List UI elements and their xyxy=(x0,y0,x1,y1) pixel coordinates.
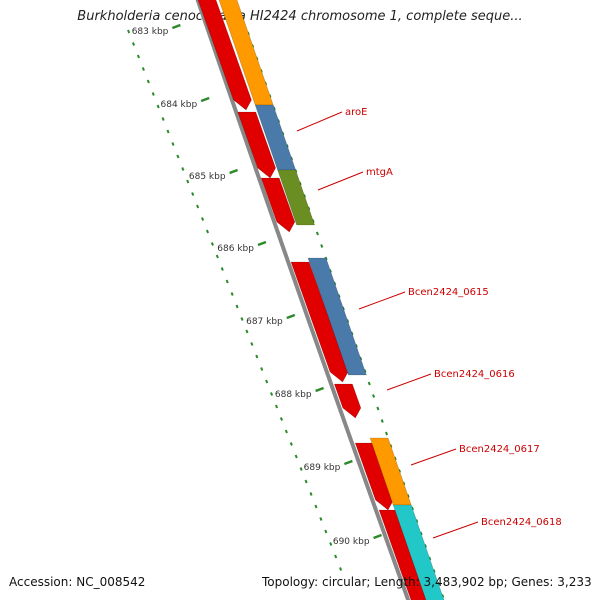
ruler-major-tick xyxy=(229,168,239,175)
cds-feature xyxy=(378,509,430,600)
feature-tracks xyxy=(197,0,445,600)
gene-label: Bcen2424_0617 xyxy=(459,444,540,455)
gene-leader-line xyxy=(358,291,406,310)
ruler-major-tick xyxy=(171,23,181,30)
gene-leader-line xyxy=(432,521,479,539)
gene-label: mtgA xyxy=(366,167,393,178)
ruler-tick-label: 686 kbp xyxy=(217,244,254,254)
ruler-major-tick xyxy=(200,96,210,103)
ruler-tick-label: 688 kbp xyxy=(275,390,312,400)
ruler-tick-label: 685 kbp xyxy=(189,172,226,182)
ruler-tick-label: 687 kbp xyxy=(246,317,283,327)
ruler-major-tick xyxy=(343,459,353,466)
ruler-tick-label: 690 kbp xyxy=(333,537,370,547)
gene-leader-line xyxy=(410,448,457,466)
gene-label: Bcen2424_0616 xyxy=(434,369,515,380)
map-title: Burkholderia cenocepacia HI2424 chromoso… xyxy=(77,9,523,24)
cds-feature xyxy=(260,177,296,233)
cds-feature-olive xyxy=(277,169,316,226)
cds-feature xyxy=(197,0,252,111)
ruler-tick-label: 684 kbp xyxy=(161,100,198,110)
cds-feature xyxy=(237,111,276,179)
cds-feature-blue xyxy=(307,257,367,376)
ruler-major-tick xyxy=(257,240,267,247)
topology-text: Topology: circular; Length: 3,483,902 bp… xyxy=(262,575,592,589)
ruler-major-tick xyxy=(315,386,325,393)
gene-leader-line xyxy=(386,373,432,391)
ruler-tick-label: 689 kbp xyxy=(304,463,341,473)
cds-feature xyxy=(354,442,394,511)
gene-labels: aroE mtgA Bcen2424_0615 Bcen2424_0616 Bcen24… xyxy=(296,107,562,539)
gene-label: Bcen2424_0615 xyxy=(408,287,489,298)
ruler-major-tick xyxy=(373,533,383,540)
genome-backbone xyxy=(195,0,411,600)
ruler: 683 kbp 684 kbp 685 kbp 686 kbp 687 kbp 688 k… xyxy=(127,23,445,598)
gene-leader-line xyxy=(296,111,343,132)
cds-feature xyxy=(290,261,349,383)
cds-feature xyxy=(333,383,362,419)
gene-label: aroE xyxy=(345,107,367,118)
cds-feature-cyan xyxy=(392,504,445,600)
ruler-major-tick xyxy=(286,313,296,320)
gene-label: Bcen2424_0618 xyxy=(481,517,562,528)
ruler-tick-label: 683 kbp xyxy=(132,27,169,37)
gene-leader-line xyxy=(317,171,364,191)
accession-text: Accession: NC_008542 xyxy=(9,575,146,589)
